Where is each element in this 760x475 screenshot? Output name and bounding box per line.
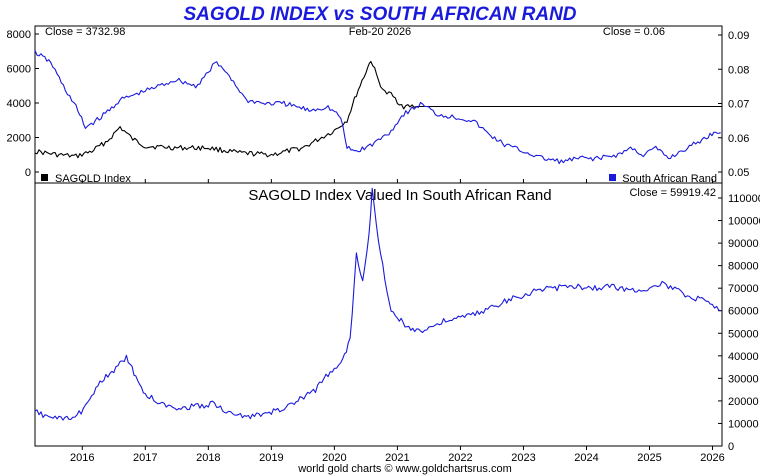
- legend-swatch-sagold: [41, 174, 48, 181]
- south-african-rand-line: [34, 50, 721, 165]
- footer-credit: world gold charts © www.goldchartsrus.co…: [297, 463, 512, 475]
- x-tick-label: 2018: [196, 452, 220, 464]
- x-tick-label: 2016: [70, 452, 94, 464]
- bottom-right-tick-label: 40000: [728, 351, 759, 363]
- bottom-panel-title: SAGOLD Index Valued In South African Ran…: [248, 187, 551, 204]
- top-left-tick-label: 6000: [7, 64, 31, 76]
- sagold-index-line: [34, 60, 417, 159]
- legend-swatch-rand: [609, 174, 616, 181]
- bottom-right-tick-label: 110000: [728, 193, 760, 205]
- x-tick-label: 2017: [133, 452, 157, 464]
- top-right-tick-label: 0.05: [728, 167, 749, 179]
- bottom-right-tick-label: 70000: [728, 283, 759, 295]
- top-close-right: Close = 0.06: [603, 26, 665, 38]
- x-tick-label: 2019: [259, 452, 283, 464]
- bottom-right-tick-label: 60000: [728, 306, 759, 318]
- x-tick-label: 2024: [574, 452, 598, 464]
- bottom-panel-frame: [34, 182, 723, 447]
- top-left-tick-label: 4000: [7, 98, 31, 110]
- bottom-right-tick-label: 10000: [728, 418, 759, 430]
- bottom-right-tick-label: 0: [728, 441, 734, 453]
- top-left-tick-label: 2000: [7, 133, 31, 145]
- bottom-close-right: Close = 59919.42: [629, 187, 716, 199]
- top-close-left: Close = 3732.98: [45, 26, 125, 38]
- x-tick-label: 2023: [511, 452, 535, 464]
- top-left-tick-label: 0: [25, 167, 31, 179]
- bottom-right-tick-label: 90000: [728, 238, 759, 250]
- bottom-right-tick-label: 20000: [728, 396, 759, 408]
- sagold-in-rand-line: [34, 187, 721, 421]
- x-tick-label: 2022: [448, 452, 472, 464]
- bottom-right-tick-label: 30000: [728, 373, 759, 385]
- top-right-tick-label: 0.07: [728, 99, 749, 111]
- top-right-tick-label: 0.09: [728, 30, 749, 42]
- top-right-tick-label: 0.06: [728, 133, 749, 145]
- x-tick-label: 2026: [700, 452, 724, 464]
- bottom-right-tick-label: 80000: [728, 261, 759, 273]
- chart-title: SAGOLD INDEX vs SOUTH AFRICAN RAND: [183, 4, 576, 25]
- bottom-right-tick-label: 100000: [728, 216, 760, 228]
- top-panel-frame: [34, 25, 723, 184]
- x-tick-label: 2020: [322, 452, 346, 464]
- legend-label-rand: South African Rand: [622, 173, 717, 185]
- x-tick-label: 2021: [385, 452, 409, 464]
- top-right-tick-label: 0.08: [728, 64, 749, 76]
- x-tick-label: 2025: [637, 452, 661, 464]
- chart-date: Feb-20 2026: [349, 26, 411, 38]
- bottom-right-tick-label: 50000: [728, 328, 759, 340]
- legend-label-sagold: SAGOLD Index: [55, 173, 131, 185]
- top-left-tick-label: 8000: [7, 29, 31, 41]
